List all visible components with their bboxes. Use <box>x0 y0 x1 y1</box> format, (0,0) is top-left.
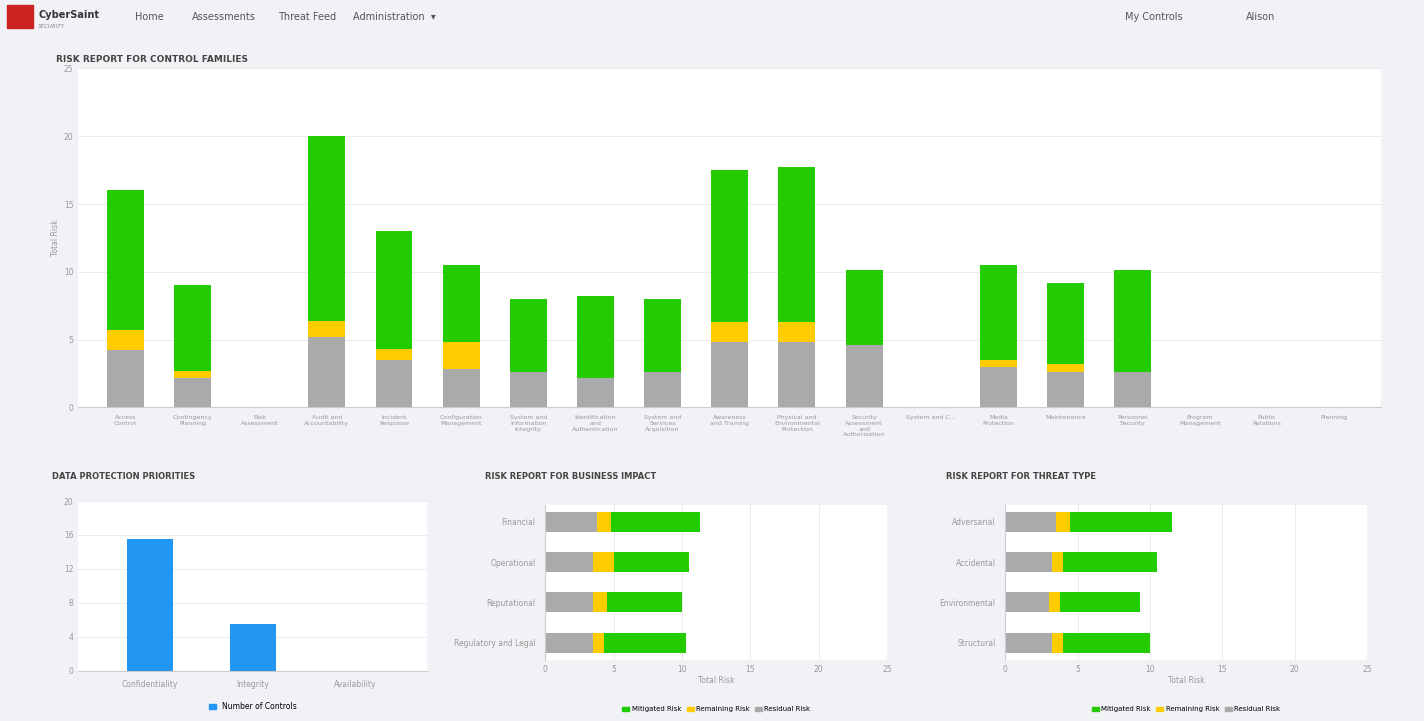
Text: RISK REPORT FOR BUSINESS IMPACT: RISK REPORT FOR BUSINESS IMPACT <box>486 472 656 480</box>
Bar <box>309 136 345 321</box>
Text: RISK REPORT FOR THREAT TYPE: RISK REPORT FOR THREAT TYPE <box>946 472 1095 480</box>
Bar <box>604 632 686 653</box>
Bar <box>1115 270 1151 372</box>
Bar <box>1047 364 1084 372</box>
Y-axis label: Total Risk: Total Risk <box>51 220 60 256</box>
Text: Assessments: Assessments <box>192 12 256 22</box>
Bar <box>594 592 607 612</box>
Bar <box>229 624 276 671</box>
Text: Home: Home <box>135 12 164 22</box>
X-axis label: Total Risk: Total Risk <box>698 676 735 686</box>
Bar <box>107 190 144 330</box>
Bar <box>597 512 611 532</box>
Bar <box>779 322 816 342</box>
Bar <box>577 296 614 378</box>
Bar <box>846 270 883 345</box>
Bar <box>309 337 345 407</box>
Bar <box>174 371 211 378</box>
Bar <box>443 265 480 342</box>
Bar <box>107 330 144 350</box>
Bar <box>1047 283 1084 364</box>
Bar <box>376 360 413 407</box>
Bar <box>980 367 1017 407</box>
Bar <box>174 378 211 407</box>
Bar <box>1005 512 1057 532</box>
Bar <box>779 167 816 322</box>
Text: Administration  ▾: Administration ▾ <box>353 12 436 22</box>
Bar <box>980 265 1017 360</box>
Bar <box>1057 512 1071 532</box>
Bar <box>614 552 689 572</box>
Legend: Mitigated Risk, Remaining Risk, Residual Risk: Mitigated Risk, Remaining Risk, Residual… <box>1089 704 1283 715</box>
Bar <box>644 372 681 407</box>
Bar <box>174 286 211 371</box>
Bar <box>644 299 681 372</box>
Bar <box>611 512 699 532</box>
Legend: Mitigated Risk, Remaining Risk, Residual Risk: Mitigated Risk, Remaining Risk, Residual… <box>607 516 853 532</box>
Text: RISK REPORT FOR CONTROL FAMILIES: RISK REPORT FOR CONTROL FAMILIES <box>56 55 248 63</box>
Text: Threat Feed: Threat Feed <box>278 12 336 22</box>
Bar <box>443 369 480 407</box>
Bar <box>127 539 174 671</box>
Text: Alison: Alison <box>1246 12 1276 22</box>
Bar <box>577 378 614 407</box>
Legend: Number of Controls: Number of Controls <box>205 699 300 715</box>
Bar <box>545 552 594 572</box>
Bar <box>712 342 748 407</box>
Bar <box>443 342 480 369</box>
Bar <box>545 632 594 653</box>
Text: DATA PROTECTION PRIORITIES: DATA PROTECTION PRIORITIES <box>53 472 195 480</box>
Bar <box>1005 552 1052 572</box>
Text: My Controls: My Controls <box>1125 12 1182 22</box>
Bar <box>1052 552 1064 572</box>
Legend: Mitigated Risk, Remaining Risk, Residual Risk: Mitigated Risk, Remaining Risk, Residual… <box>619 704 813 715</box>
Bar <box>594 632 604 653</box>
Bar <box>712 322 748 342</box>
Bar <box>607 592 682 612</box>
Bar <box>1005 632 1052 653</box>
Bar <box>1064 632 1151 653</box>
Bar <box>712 170 748 322</box>
Bar <box>1071 512 1172 532</box>
Bar <box>1047 372 1084 407</box>
Bar <box>510 372 547 407</box>
Bar <box>545 592 594 612</box>
Bar <box>846 345 883 407</box>
Bar <box>510 299 547 372</box>
Text: CyberSaint: CyberSaint <box>38 10 100 20</box>
Bar <box>545 512 597 532</box>
Bar <box>1005 592 1048 612</box>
Bar <box>779 342 816 407</box>
Bar <box>7 5 33 28</box>
Bar <box>1115 372 1151 407</box>
Bar <box>1048 592 1061 612</box>
Bar <box>594 552 614 572</box>
Bar <box>1052 632 1064 653</box>
Bar <box>1064 552 1158 572</box>
Bar <box>980 360 1017 367</box>
Bar <box>1061 592 1139 612</box>
Bar <box>107 350 144 407</box>
Bar <box>376 231 413 349</box>
X-axis label: Total Risk: Total Risk <box>1168 676 1205 686</box>
Bar <box>376 349 413 360</box>
Text: SECURITY: SECURITY <box>38 24 66 29</box>
Bar <box>309 321 345 337</box>
